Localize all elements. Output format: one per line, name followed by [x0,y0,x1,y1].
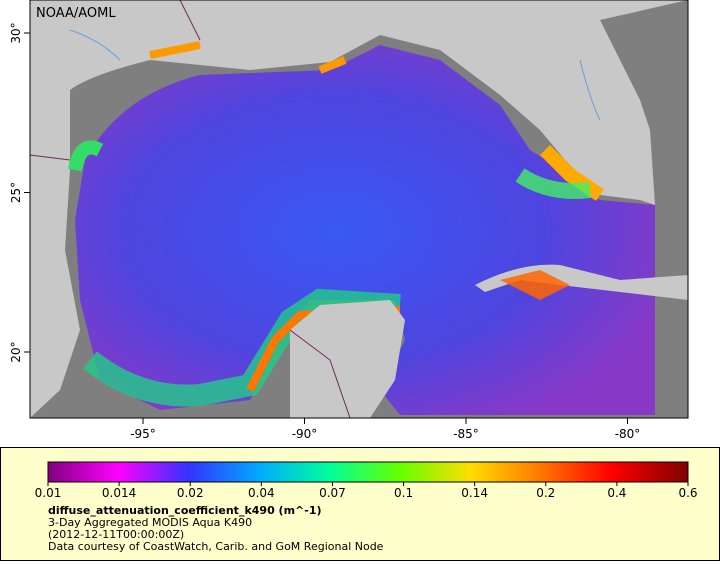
coastal-band [149,41,347,74]
colorbar-label: 0.2 [536,486,555,500]
legend-variable: diffuse_attenuation_coefficient_k490 (m^… [48,504,322,517]
colorbar-label: 0.02 [177,486,204,500]
coastal-band [68,140,104,172]
colorbar-label: 0.6 [678,486,697,500]
legend-credit: Data courtesy of CoastWatch, Carib. and … [48,540,384,553]
coastal-band [540,145,604,201]
border [30,0,351,418]
map-frame [29,0,689,419]
colorbar [47,461,689,483]
x-tick-label: -80° [615,427,641,441]
coastal-band [515,168,591,199]
colorbar-label: 0.14 [461,486,488,500]
yucatan [290,300,405,418]
map: NOAA/AOML [30,0,688,418]
colorbar-label: 0.04 [248,486,275,500]
river [69,29,601,121]
colorbar-label: 0.014 [102,486,136,500]
legend-time: (2012-12-11T00:00:00Z) [48,528,184,541]
y-tick-label: 30° [9,22,23,43]
k490-field [75,45,655,415]
colorbar-label: 0.1 [394,486,413,500]
x-tick-label: -95° [130,427,156,441]
y-tick-label: 20° [9,341,23,362]
x-tick-label: -85° [453,427,479,441]
x-tick-label: -90° [292,427,318,441]
y-tick-label: 25° [9,182,23,203]
colorbar-label: 0.4 [607,486,626,500]
coastal-band [500,270,570,300]
legend-description: 3-Day Aggregated MODIS Aqua K490 [48,516,252,529]
axes: -95° -90° -85° -80° 30° 25° 20° [9,22,640,441]
colorbar-label: 0.01 [35,486,62,500]
colorbar-labels: 0.01 0.014 0.02 0.04 0.07 0.1 0.14 0.2 0.4 0.6 [35,482,698,500]
map-label: NOAA/AOML [36,6,116,21]
colorbar-label: 0.07 [319,486,346,500]
